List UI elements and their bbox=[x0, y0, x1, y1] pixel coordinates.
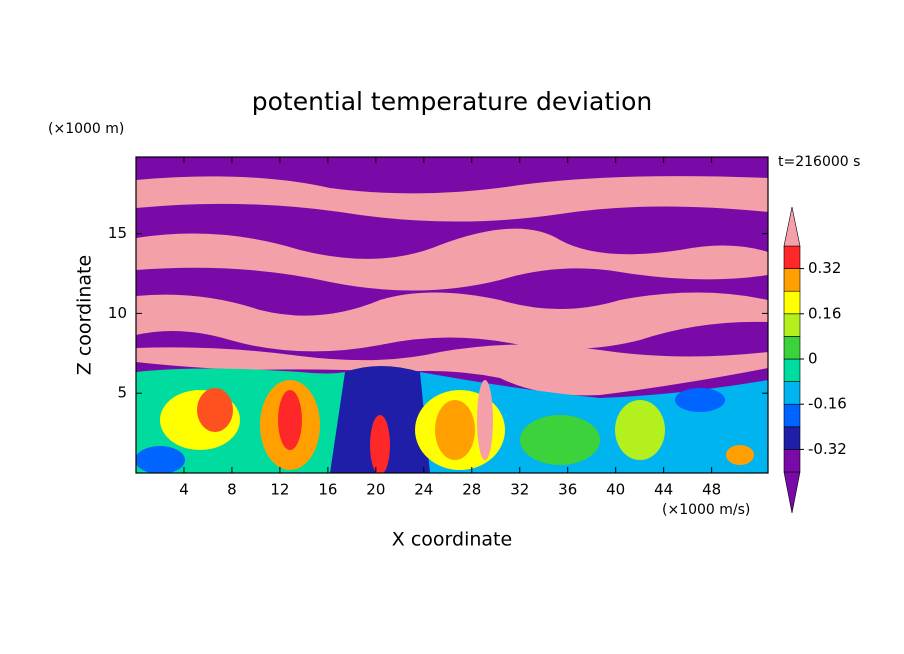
contour-field bbox=[136, 157, 768, 473]
x-tick-label: 12 bbox=[270, 481, 289, 499]
time-label: t=216000 s bbox=[778, 154, 860, 170]
colorbar-level bbox=[783, 358, 801, 382]
colorbar-tick-label: 0 bbox=[808, 350, 818, 368]
colorbar-tick-label: -0.32 bbox=[808, 440, 847, 458]
colorbar-level bbox=[783, 313, 801, 337]
x-tick-label: 8 bbox=[227, 481, 237, 499]
x-tick-label: 16 bbox=[318, 481, 337, 499]
x-tick-label: 40 bbox=[606, 481, 625, 499]
x-tick-label: 32 bbox=[510, 481, 529, 499]
x-tick-label: 4 bbox=[179, 481, 189, 499]
x-tick-label: 44 bbox=[654, 481, 673, 499]
x-unit: (×1000 m/s) bbox=[662, 502, 750, 518]
x-axis-label: X coordinate bbox=[392, 529, 512, 551]
colorbar-level bbox=[783, 245, 801, 269]
colorbar-tick-label: 0.16 bbox=[808, 304, 841, 322]
x-tick-label: 24 bbox=[414, 481, 433, 499]
colorbar-extend-high bbox=[783, 206, 801, 247]
y-axis-label: Z coordinate bbox=[74, 255, 96, 375]
colorbar-level bbox=[783, 381, 801, 405]
x-tick-label: 48 bbox=[702, 481, 721, 499]
y-unit: (×1000 m) bbox=[48, 121, 124, 137]
colorbar-level bbox=[783, 449, 801, 473]
colorbar-level bbox=[783, 268, 801, 292]
plot-frame bbox=[135, 156, 769, 474]
x-tick-label: 36 bbox=[558, 481, 577, 499]
x-tick-label: 20 bbox=[366, 481, 385, 499]
colorbar-level bbox=[783, 403, 801, 428]
colorbar-level bbox=[783, 336, 801, 360]
y-tick-label: 5 bbox=[117, 384, 127, 402]
chart-title: potential temperature deviation bbox=[252, 87, 652, 116]
y-tick-label: 15 bbox=[108, 224, 127, 242]
colorbar-extend-low bbox=[783, 471, 801, 514]
x-tick-label: 28 bbox=[462, 481, 481, 499]
colorbar-level bbox=[783, 426, 801, 450]
colorbar-tick-label: -0.16 bbox=[808, 395, 847, 413]
y-tick-label: 10 bbox=[108, 304, 127, 322]
colorbar-level bbox=[783, 290, 801, 315]
colorbar-tick-label: 0.32 bbox=[808, 259, 841, 277]
